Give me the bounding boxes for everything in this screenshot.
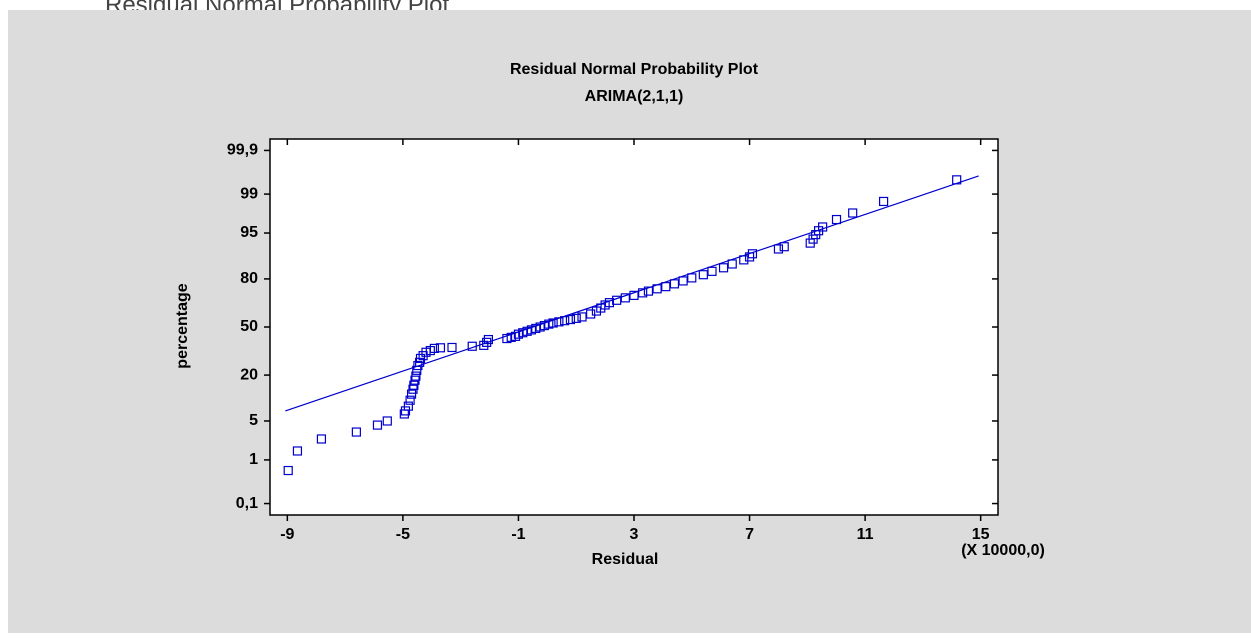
data-point <box>403 401 413 411</box>
data-point <box>718 263 729 273</box>
y-tick-label: 0,1 <box>236 495 258 512</box>
x-tick-label: 7 <box>745 526 754 543</box>
data-point <box>577 312 587 322</box>
data-point <box>548 318 558 328</box>
x-tick-label: 3 <box>630 526 639 543</box>
data-point <box>638 288 648 298</box>
data-point <box>586 309 596 319</box>
y-tick-label: 1 <box>249 451 258 468</box>
data-point <box>661 282 671 292</box>
data-point <box>372 420 383 430</box>
data-point <box>351 427 361 437</box>
x-axis-label: Residual <box>592 551 659 568</box>
data-point <box>435 343 446 353</box>
x-tick-label: 11 <box>857 526 874 543</box>
y-tick-label: 50 <box>240 318 258 335</box>
y-axis-label: percentage <box>174 283 191 368</box>
fit-line <box>285 175 979 412</box>
plot-area <box>269 138 999 516</box>
data-point <box>687 273 697 283</box>
data-point <box>479 340 489 350</box>
data-point <box>739 255 749 265</box>
x-tick-label: 15 <box>972 526 990 543</box>
data-point <box>604 298 615 308</box>
chart-title: Residual Normal Probability Plot <box>510 61 759 78</box>
y-tick-label: 80 <box>240 270 258 287</box>
data-point <box>571 313 581 323</box>
data-point <box>727 259 737 269</box>
data-point <box>612 295 622 305</box>
data-point <box>560 316 570 326</box>
x-tick-label: -5 <box>396 526 410 543</box>
data-point <box>565 314 576 325</box>
data-point <box>418 351 428 361</box>
data-point <box>848 208 858 218</box>
y-tick-label: 95 <box>240 224 258 241</box>
data-point <box>629 290 639 300</box>
data-point <box>382 416 392 426</box>
data-point <box>554 317 564 327</box>
y-tick-label: 99 <box>240 185 258 202</box>
data-point <box>406 389 417 399</box>
data-point <box>415 353 426 364</box>
data-point <box>429 343 439 353</box>
data-point <box>447 342 457 353</box>
data-point <box>643 286 654 296</box>
data-point <box>652 284 662 294</box>
chart-subtitle: ARIMA(2,1,1) <box>585 88 684 105</box>
data-point <box>405 395 415 405</box>
data-point <box>698 270 708 280</box>
data-point <box>316 434 327 444</box>
x-tick-label: -9 <box>280 526 294 543</box>
data-point <box>669 279 680 289</box>
y-tick-label: 5 <box>249 412 258 429</box>
data-point <box>482 337 492 347</box>
data-point <box>411 371 421 381</box>
data-point <box>467 341 477 351</box>
data-point <box>747 249 758 259</box>
data-point <box>409 380 419 390</box>
y-tick-label: 99,9 <box>227 142 258 159</box>
data-point <box>952 175 962 185</box>
data-point <box>400 406 411 416</box>
data-point <box>773 244 784 254</box>
data-point <box>744 252 755 262</box>
data-point <box>620 293 630 303</box>
data-point <box>292 446 303 456</box>
x-tick-label: -1 <box>511 526 525 543</box>
y-tick-label: 20 <box>240 366 258 383</box>
data-point <box>818 222 828 232</box>
data-point <box>779 242 789 252</box>
data-point <box>483 334 493 345</box>
data-point <box>831 214 842 225</box>
x-axis-annotation: (X 10000,0) <box>961 542 1045 559</box>
data-point <box>878 196 889 207</box>
data-point <box>678 276 688 286</box>
data-point <box>413 360 423 371</box>
data-point <box>283 465 293 476</box>
data-point <box>707 266 717 276</box>
